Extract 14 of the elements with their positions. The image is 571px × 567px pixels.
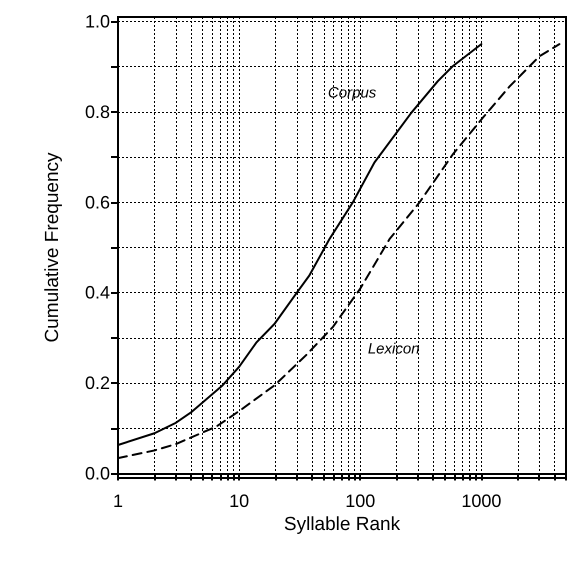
y-tick-label: 0.4 — [84, 282, 110, 303]
text: Lexicon — [368, 340, 420, 358]
x-tick-label: 1000 — [461, 491, 502, 511]
y-tick-label: 1.0 — [84, 12, 110, 32]
y-axis-title: Cumulative Frequency — [42, 152, 63, 343]
y-tick-label: 0.2 — [84, 373, 110, 394]
x-tick-label: 1 — [112, 491, 124, 511]
y-tick-label: 0.0 — [84, 463, 110, 484]
x-tick-label: 10 — [229, 491, 250, 511]
text: Corpus — [328, 84, 377, 102]
x-axis-title: Syllable Rank — [284, 514, 401, 535]
y-tick-label: 0.8 — [84, 102, 110, 122]
y-tick-label: 0.6 — [84, 192, 110, 212]
x-tick-label: 100 — [345, 491, 376, 511]
